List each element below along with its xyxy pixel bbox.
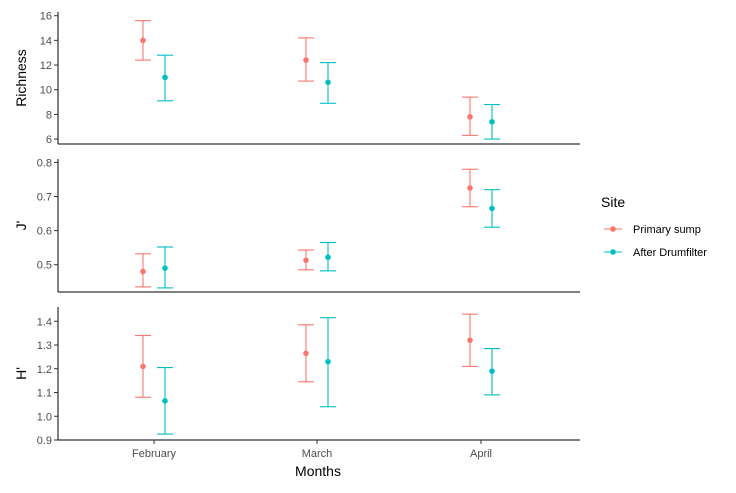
y-axis-title: J': [13, 221, 29, 231]
legend-label: After Drumfilter: [633, 247, 707, 259]
y-tick-label: 6: [46, 134, 52, 146]
data-point: [467, 337, 473, 344]
legend: Site Primary sump After Drumfilter: [601, 194, 707, 259]
data-point: [489, 118, 495, 125]
data-point: [303, 57, 309, 63]
y-tick-label: 0.5: [37, 260, 52, 272]
y-tick-label: 12: [40, 60, 52, 72]
legend-label: Primary sump: [633, 224, 701, 236]
data-point: [467, 114, 473, 120]
legend-item: After Drumfilter: [604, 247, 707, 259]
y-tick-label: 0.6: [37, 226, 52, 238]
legend-items: Primary sump After Drumfilter: [604, 224, 707, 259]
data-point: [140, 268, 146, 275]
data-point: [140, 37, 146, 44]
y-tick-label: 0.8: [37, 157, 52, 169]
x-tick-label: March: [302, 448, 333, 460]
data-point: [325, 254, 331, 261]
panel-3: 0.9 1.0 1.1 1.2 1.3 1.4 H': [13, 307, 580, 447]
x-tick-label: February: [132, 448, 177, 460]
y-tick-label: 0.7: [37, 192, 52, 204]
y-tick-label: 1.3: [37, 340, 52, 352]
data-point: [140, 363, 146, 370]
y-tick-label: 8: [46, 109, 52, 121]
y-tick-label: 1.2: [37, 364, 52, 376]
legend-item: Primary sump: [604, 224, 701, 236]
y-tick-label: 10: [40, 85, 52, 97]
panels: 6 8 10 12 14 16 Richness 0.5 0.6 0.7 0.8 J' 0.9 1.0 1.…: [13, 11, 580, 447]
y-tick-label: 1.1: [37, 388, 52, 400]
y-tick-label: 14: [40, 35, 52, 47]
legend-key-point: [610, 249, 616, 255]
panel-2: 0.5 0.6 0.7 0.8 J': [13, 157, 580, 293]
data-point: [325, 79, 331, 86]
data-point: [162, 74, 168, 81]
data-point: [303, 350, 309, 357]
y-axis-title: H': [13, 367, 29, 380]
x-tick-label: April: [470, 448, 492, 460]
y-tick-label: 0.9: [37, 435, 52, 447]
data-point: [303, 257, 309, 264]
y-axis-title: Richness: [13, 49, 29, 107]
data-point: [162, 265, 168, 271]
data-point: [489, 205, 495, 212]
y-tick-label: 1.4: [37, 316, 52, 328]
x-axis-title: Months: [295, 463, 341, 479]
data-point: [162, 398, 168, 404]
data-point: [467, 185, 473, 191]
legend-title: Site: [601, 194, 625, 210]
data-point: [325, 358, 331, 365]
legend-key-point: [610, 226, 616, 232]
data-point: [489, 368, 495, 374]
y-tick-label: 1.0: [37, 411, 52, 423]
y-tick-label: 16: [40, 11, 52, 23]
panel-1: 6 8 10 12 14 16 Richness: [13, 11, 580, 146]
x-axis: February March April: [132, 440, 492, 460]
